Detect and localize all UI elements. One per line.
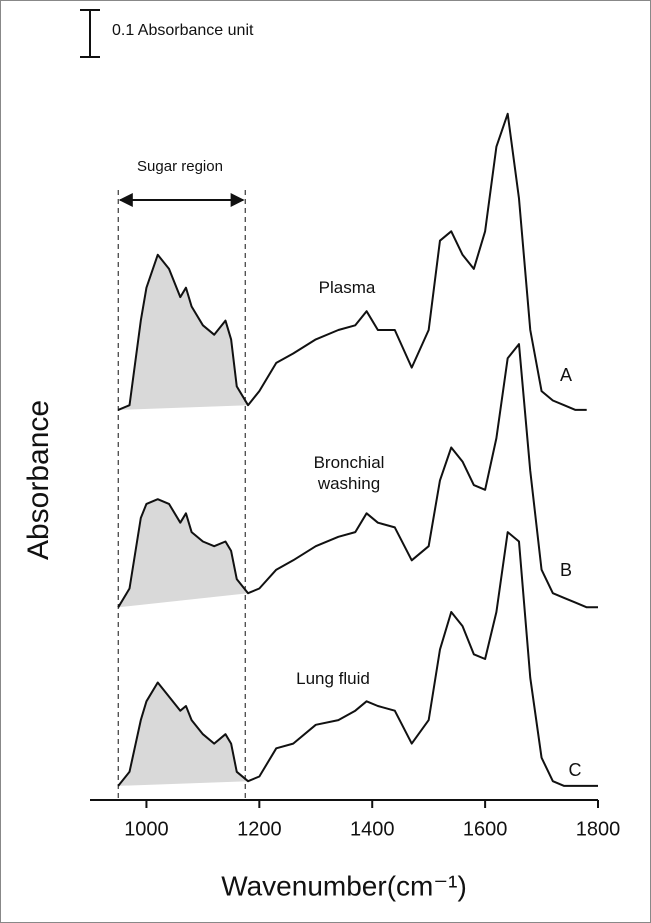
sample-label: Bronchial washing (313, 453, 385, 493)
spectrum-line (117, 112, 587, 411)
x-tick-label: 1200 (237, 818, 282, 840)
x-tick-label: 1800 (576, 818, 621, 840)
sugar-shade (118, 254, 249, 410)
x-tick-label: 1600 (463, 818, 508, 840)
sugar-shade (118, 682, 249, 786)
sample-label: Lung fluid (296, 668, 370, 688)
series-letter: B (560, 560, 572, 580)
x-tick-label: 1400 (350, 818, 395, 840)
y-axis-label: Absorbance (22, 400, 55, 560)
sugar-shade (118, 499, 249, 608)
spectrum-line (117, 343, 598, 609)
x-axis-label: Wavenumber(cm⁻¹) (221, 870, 467, 901)
sample-label: Plasma (318, 277, 376, 297)
series-letter: C (569, 760, 582, 780)
scale-bar-label: 0.1 Absorbance unit (112, 22, 254, 39)
x-tick-label: 1000 (124, 818, 169, 840)
series-letter: A (560, 365, 572, 385)
spectrum-line (117, 531, 598, 787)
sugar-region-label: Sugar region (137, 158, 223, 175)
